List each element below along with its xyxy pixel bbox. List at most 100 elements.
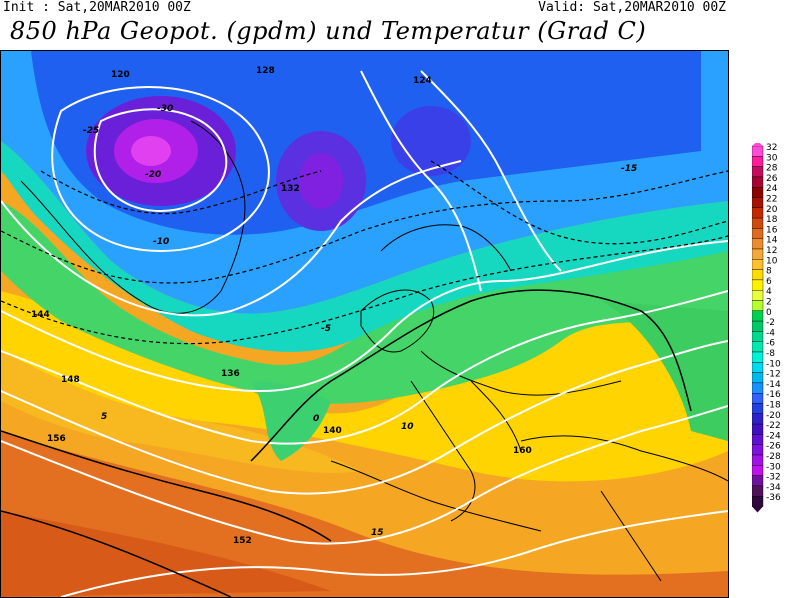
legend-label: -10 [766, 359, 781, 369]
legend-label: -2 [766, 318, 775, 328]
temperature-labels: -30 -25 -20 -15 -10 -5 0 5 10 15 [83, 104, 637, 538]
temp-label-5: 5 [101, 412, 107, 422]
legend-label: -20 [766, 411, 781, 421]
legend-label: -18 [766, 401, 781, 411]
gpdm-label-144: 144 [31, 310, 50, 320]
legend-swatch [751, 341, 764, 353]
legend-swatch [751, 187, 764, 198]
gpdm-label-120: 120 [111, 70, 130, 80]
legend-label: -30 [766, 462, 781, 472]
legend-label: -14 [766, 380, 781, 390]
legend-swatch [751, 269, 764, 281]
legend-swatch [751, 289, 764, 301]
legend-label: -26 [766, 442, 781, 452]
gpdm-label-140: 140 [323, 426, 342, 436]
zero-isotherm [1, 289, 692, 597]
gpdm-label-156: 156 [47, 434, 66, 444]
legend-label: -6 [766, 339, 775, 349]
legend-swatch [751, 444, 764, 456]
gpdm-label-128: 128 [256, 66, 275, 76]
weather-map: 120 128 124 132 136 140 144 148 152 156 … [0, 50, 729, 598]
temp-label-15: 15 [371, 528, 384, 538]
temp-label-m20: -20 [145, 170, 161, 180]
legend-swatch [751, 485, 764, 497]
gpdm-label-124: 124 [413, 76, 432, 86]
geopotential-labels: 120 128 124 132 136 140 144 148 152 156 … [31, 66, 532, 546]
cold-core-greenland-center [131, 136, 171, 166]
temp-label-m15: -15 [621, 164, 637, 174]
legend-label: -12 [766, 370, 781, 380]
map-canvas: 120 128 124 132 136 140 144 148 152 156 … [1, 51, 728, 597]
gpdm-label-160: 160 [513, 446, 532, 456]
temperature-color-legend: 32 30 28 26 24 22 20 18 16 14 12 10 8 6 4 2 0 -2 -4 -6 -8 -10… [751, 141, 790, 513]
legend-label: -22 [766, 421, 781, 431]
legend-label: 20 [766, 205, 778, 215]
legend-label: -36 [766, 493, 781, 503]
legend-arrow-up [752, 141, 763, 146]
legend-swatch [751, 434, 764, 445]
legend-swatch [751, 156, 764, 167]
temperature-isotherms [1, 160, 728, 345]
legend-swatch [751, 166, 764, 178]
gpdm-label-152: 152 [233, 536, 252, 546]
chart-title: 850 hPa Geopot. (gpdm) und Temperatur (G… [10, 17, 647, 45]
legend-swatch [751, 392, 764, 404]
legend-label: 10 [766, 256, 778, 266]
legend-label: 26 [766, 174, 778, 184]
legend-swatch [751, 228, 764, 239]
legend-label: -4 [766, 328, 775, 338]
legend-label: 28 [766, 164, 778, 174]
legend-label: 32 [766, 143, 777, 153]
legend-swatch [751, 248, 764, 260]
init-time-label: Init : Sat,20MAR2010 00Z [3, 0, 191, 15]
legend-swatch [751, 279, 764, 291]
legend-swatch [751, 207, 764, 219]
cold-core-svalbard-inner [299, 153, 343, 209]
legend-label: 6 [766, 277, 772, 287]
temp-label-10: 10 [401, 422, 414, 432]
legend-swatch [751, 362, 764, 373]
legend-swatch [751, 238, 764, 250]
cold-core-north [391, 106, 471, 176]
cool-air-field [1, 201, 728, 404]
legend-label: -24 [766, 431, 781, 441]
legend-label: 8 [766, 267, 772, 277]
hot-core-sw [1, 511, 331, 597]
temp-label-m10: -10 [153, 237, 169, 247]
gpdm-label-132: 132 [281, 184, 300, 194]
geopotential-isolines [1, 70, 728, 597]
legend-swatch [751, 496, 764, 507]
cool-air-east [601, 301, 728, 441]
legend-swatch [751, 423, 764, 435]
legend-label: 12 [766, 246, 777, 256]
valid-time-label: Valid: Sat,20MAR2010 00Z [538, 0, 726, 15]
legend-swatch [751, 372, 764, 384]
legend-label: 14 [766, 236, 778, 246]
legend-arrow-down [752, 506, 763, 513]
legend-swatch [751, 465, 764, 476]
legend-label: 0 [766, 308, 772, 318]
legend-swatch [751, 382, 764, 394]
legend-canvas: 32302826242220181614121086420-2-4-6-8-10… [751, 141, 781, 513]
legend-label: -32 [766, 473, 781, 483]
temp-label-m30: -30 [157, 104, 173, 114]
legend-label: -16 [766, 390, 781, 400]
legend-label: 24 [766, 184, 778, 194]
cool-tongue [251, 381, 331, 461]
legend-swatch [751, 403, 764, 415]
temp-label-m25: -25 [83, 126, 99, 136]
legend-swatch [751, 217, 764, 229]
legend-swatch [751, 320, 764, 332]
legend-swatch [751, 475, 764, 487]
legend-label: -8 [766, 349, 775, 359]
legend-label: 4 [766, 287, 772, 297]
legend-swatch [751, 331, 764, 342]
legend-swatch [751, 197, 764, 209]
legend-label: 2 [766, 298, 772, 308]
legend-swatch [751, 454, 764, 466]
legend-swatch [751, 310, 764, 322]
legend-label: 22 [766, 195, 777, 205]
legend-label: 18 [766, 215, 778, 225]
legend-swatch [751, 300, 764, 312]
legend-label: -34 [766, 483, 781, 493]
